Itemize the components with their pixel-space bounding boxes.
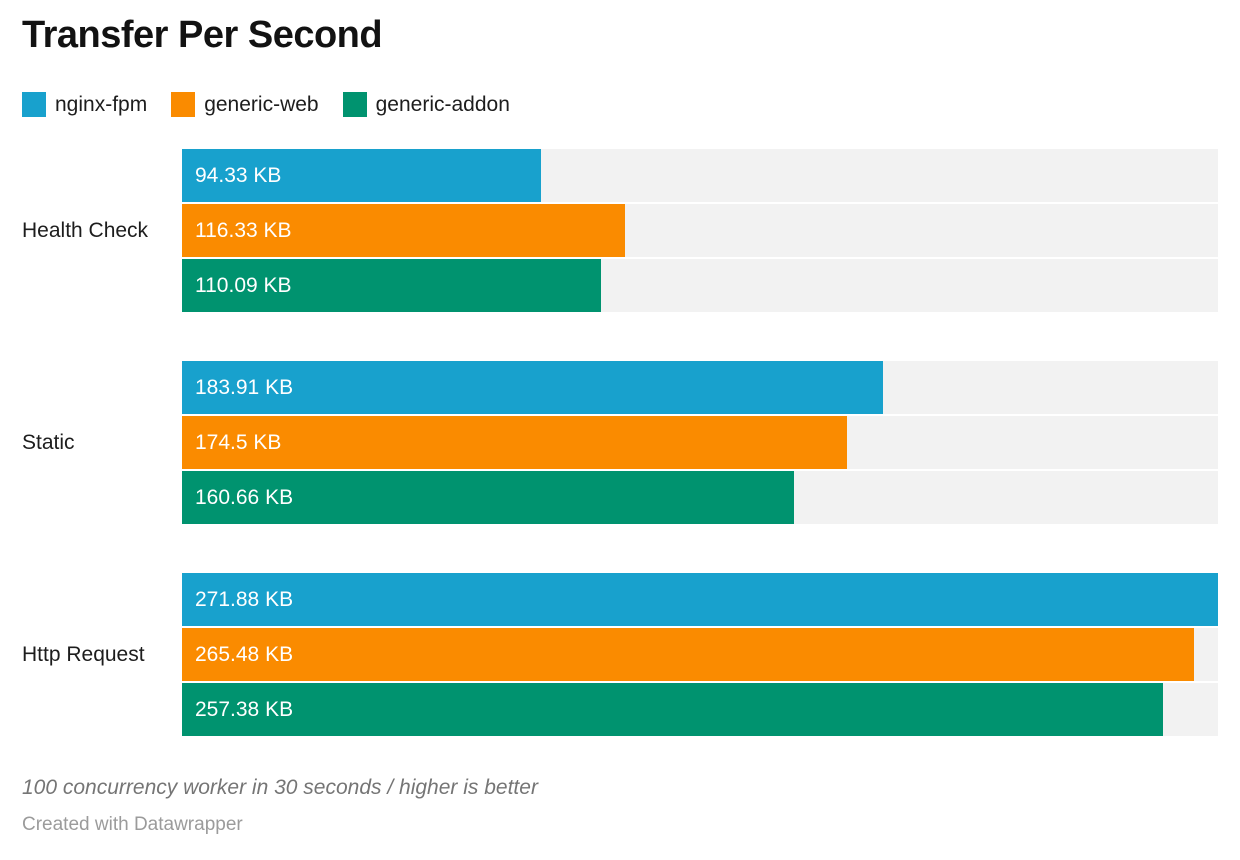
category-label: Static: [22, 430, 75, 454]
legend: nginx-fpm generic-web generic-addon: [22, 92, 510, 117]
legend-label: generic-addon: [375, 92, 510, 116]
page-title: Transfer Per Second: [22, 14, 383, 56]
legend-item: nginx-fpm: [22, 92, 147, 117]
bar-track: 174.5 KB: [182, 416, 1218, 469]
bar-group: Static 183.91 KB 174.5 KB 160.66 KB: [22, 361, 1218, 524]
category-label: Health Check: [22, 218, 149, 242]
bar-track: 94.33 KB: [182, 149, 1218, 202]
datawrapper-credit: Created with Datawrapper: [22, 814, 243, 835]
bar-group: Http Request 271.88 KB 265.48 KB 257.38 KB: [22, 573, 1218, 736]
bar-value-label: 257.38 KB: [195, 697, 294, 721]
bar-rows: 183.91 KB 174.5 KB 160.66 KB: [182, 361, 1218, 524]
category-label: Http Request: [22, 642, 145, 666]
bar-track: 271.88 KB: [182, 573, 1218, 626]
bar: 174.5 KB: [182, 416, 847, 469]
legend-swatch-icon: [171, 92, 196, 117]
bar-track: 265.48 KB: [182, 628, 1218, 681]
bar: 257.38 KB: [182, 683, 1163, 736]
legend-swatch-icon: [342, 92, 367, 117]
legend-label: nginx-fpm: [55, 92, 148, 116]
chart-note: 100 concurrency worker in 30 seconds / h…: [22, 776, 538, 799]
bar: 116.33 KB: [182, 204, 626, 257]
bar-rows: 94.33 KB 116.33 KB 110.09 KB: [182, 149, 1218, 312]
bar: 94.33 KB: [182, 149, 542, 202]
bar-track: 257.38 KB: [182, 683, 1218, 736]
bar: 271.88 KB: [182, 573, 1218, 626]
bar: 183.91 KB: [182, 361, 883, 414]
legend-item: generic-web: [171, 92, 319, 117]
bar-value-label: 94.33 KB: [195, 163, 282, 187]
bar-value-label: 183.91 KB: [195, 375, 294, 399]
bar-value-label: 110.09 KB: [195, 273, 292, 297]
legend-label: generic-web: [204, 92, 319, 116]
chart: Health Check 94.33 KB 116.33 KB 110.09 KB St…: [22, 149, 1218, 736]
bar-rows: 271.88 KB 265.48 KB 257.38 KB: [182, 573, 1218, 736]
bar-track: 160.66 KB: [182, 471, 1218, 524]
legend-item: generic-addon: [342, 92, 510, 117]
bar-value-label: 174.5 KB: [195, 430, 282, 454]
bar: 110.09 KB: [182, 259, 602, 312]
bar-group: Health Check 94.33 KB 116.33 KB 110.09 KB: [22, 149, 1218, 312]
bar-value-label: 160.66 KB: [195, 485, 294, 509]
bar-track: 116.33 KB: [182, 204, 1218, 257]
bar-track: 110.09 KB: [182, 259, 1218, 312]
bar-value-label: 271.88 KB: [195, 587, 294, 611]
bar-value-label: 265.48 KB: [195, 642, 294, 666]
legend-swatch-icon: [22, 92, 46, 117]
bar-track: 183.91 KB: [182, 361, 1218, 414]
bar: 265.48 KB: [182, 628, 1194, 681]
bar: 160.66 KB: [182, 471, 795, 524]
bar-value-label: 116.33 KB: [195, 218, 292, 242]
